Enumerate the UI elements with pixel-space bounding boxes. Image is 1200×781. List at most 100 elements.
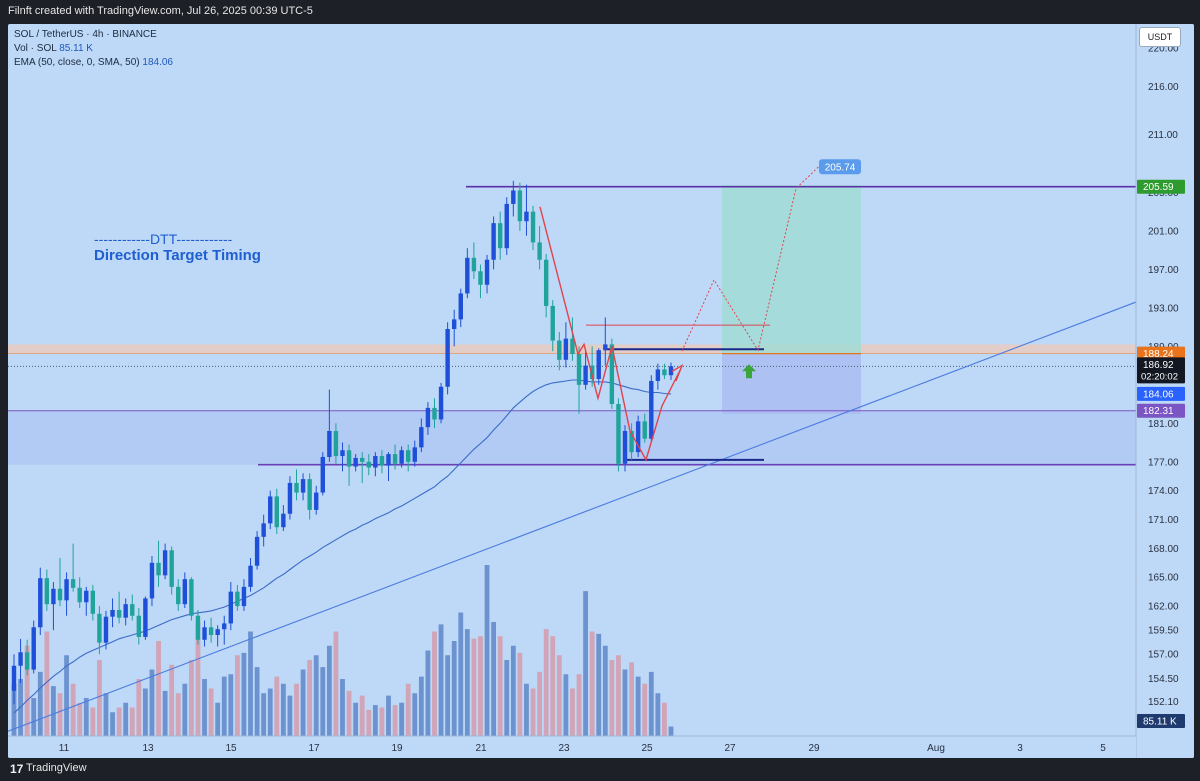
price-marker-label: 184.06: [1143, 389, 1174, 400]
legend-ema-value: 184.06: [142, 57, 173, 68]
tradingview-logo[interactable]: 17: [10, 762, 24, 776]
candle-body: [392, 454, 398, 464]
price-marker-label: 205.59: [1143, 182, 1174, 193]
candle-body: [583, 365, 588, 385]
volume-bar: [97, 660, 102, 736]
candle-body: [419, 427, 424, 448]
candle-body: [589, 365, 595, 380]
candle-body: [149, 562, 155, 599]
legend-symbol[interactable]: SOL / TetherUS · 4h · BINANCE: [14, 29, 157, 40]
candle-body: [281, 513, 286, 528]
volume-bar: [418, 676, 424, 736]
volume-bar: [537, 671, 542, 736]
candle-body: [445, 329, 450, 387]
volume-bar: [254, 667, 260, 736]
candle-body: [570, 338, 575, 355]
y-tick-label: 165.00: [1148, 573, 1179, 584]
candle-body: [162, 550, 168, 576]
volume-bar: [234, 655, 240, 736]
chart-pane[interactable]: 205.74 220.00216.00211.00205.00201.00197…: [8, 24, 1194, 758]
y-tick-label: 181.00: [1148, 419, 1179, 430]
volume-bar: [333, 631, 339, 736]
volume-bar: [353, 702, 359, 736]
volume-bar: [602, 645, 608, 736]
attribution-text: Filnft created with TradingView.com, Jul…: [8, 5, 313, 17]
volume-bar: [359, 695, 365, 736]
candle-body: [629, 430, 634, 453]
candle-body: [208, 627, 214, 635]
candle-body: [425, 407, 431, 428]
candle-body: [386, 454, 391, 466]
volume-bar: [655, 693, 661, 736]
chart-svg[interactable]: 205.74 220.00216.00211.00205.00201.00197…: [8, 24, 1194, 758]
candle-body: [616, 404, 621, 464]
volume-bar: [510, 645, 516, 736]
price-marker-label: 182.31: [1143, 406, 1174, 417]
candle-body: [373, 456, 378, 468]
candles-layer: [11, 180, 674, 705]
candle-body: [320, 456, 325, 493]
candle-body: [235, 591, 240, 607]
volume-bar: [228, 674, 234, 736]
target-label: 205.74: [825, 162, 856, 173]
candle-body: [491, 223, 496, 260]
volume-bar: [136, 679, 142, 736]
y-tick-label: 152.10: [1148, 697, 1179, 708]
candle-body: [274, 496, 279, 528]
volume-bar: [438, 624, 444, 736]
legend-ema[interactable]: EMA (50, close, 0, SMA, 50) 184.06: [14, 57, 173, 68]
volume-bar: [215, 702, 221, 736]
volume-bar: [563, 674, 569, 736]
volume-bar: [491, 622, 497, 736]
volume-bar: [543, 629, 549, 736]
volume-bar: [103, 693, 109, 736]
candle-body: [228, 591, 234, 624]
volume-bar: [484, 565, 490, 736]
x-tick-label: 15: [225, 743, 237, 754]
volume-bar: [129, 707, 135, 736]
x-tick-label: 13: [142, 743, 154, 754]
candle-body: [517, 190, 523, 222]
candle-body: [314, 492, 319, 510]
volume-bar: [274, 676, 280, 736]
candle-body: [504, 203, 509, 249]
volume-bar: [182, 683, 188, 736]
volume-bar: [51, 686, 56, 736]
volume-bar: [570, 688, 575, 736]
volume-bar: [556, 655, 562, 736]
countdown-label: 02:20:02: [1141, 371, 1178, 382]
y-tick-label: 157.00: [1148, 650, 1179, 661]
candle-body: [458, 293, 463, 320]
candle-body: [241, 586, 247, 607]
price-path: [539, 206, 681, 462]
dtt-annotation-subtitle[interactable]: Direction Target Timing: [94, 247, 261, 264]
candle-body: [406, 450, 411, 462]
candle-body: [123, 604, 128, 618]
candle-body: [333, 430, 339, 457]
volume-bar: [77, 702, 83, 736]
candle-body: [97, 613, 102, 643]
candle-body: [11, 665, 17, 691]
volume-bar: [464, 629, 470, 736]
ema-line: [13, 379, 672, 714]
candle-body: [340, 450, 345, 457]
candle-body: [77, 587, 82, 603]
candle-body: [379, 456, 385, 466]
candle-body: [136, 615, 142, 637]
y-tick-label: 159.50: [1148, 626, 1179, 637]
volume-bar: [504, 660, 510, 736]
volume-bar: [287, 695, 293, 736]
path-arrow-head: [671, 363, 684, 382]
x-tick-label: 11: [59, 743, 70, 754]
candle-body: [176, 586, 181, 605]
currency-button[interactable]: USDT: [1139, 27, 1181, 47]
candle-body: [530, 211, 536, 243]
volume-bar: [143, 688, 148, 736]
candle-body: [465, 257, 470, 294]
candle-body: [360, 457, 365, 462]
candle-body: [346, 450, 352, 467]
dtt-annotation-title[interactable]: ------------DTT------------: [94, 231, 233, 247]
legend-volume[interactable]: Vol · SOL 85.11 K: [14, 43, 93, 54]
volume-bar: [589, 631, 595, 736]
volume-bar: [550, 636, 556, 736]
